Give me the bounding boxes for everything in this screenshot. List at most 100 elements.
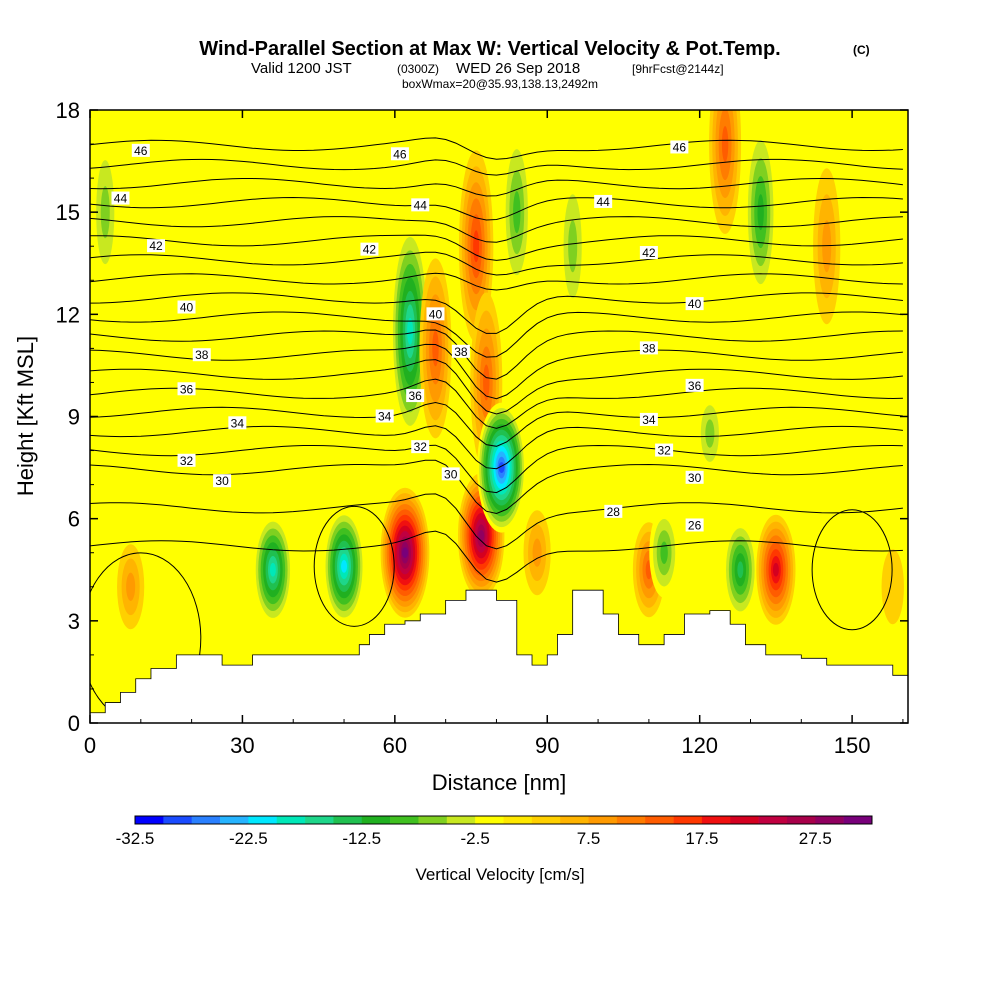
theta-label-box — [655, 443, 674, 457]
velocity-contour-fill — [407, 317, 414, 345]
x-tick-label: 90 — [535, 733, 559, 758]
theta-label: 32 — [411, 440, 430, 454]
theta-label-box — [177, 453, 196, 467]
theta-label-text: 30 — [215, 474, 229, 488]
theta-contour-closed — [313, 505, 395, 627]
theta-label-text: 34 — [642, 413, 656, 427]
y-tick-label: 6 — [68, 507, 80, 532]
theta-label-box — [639, 341, 658, 355]
y-tick-label: 0 — [68, 711, 80, 736]
colorbar-swatch — [191, 816, 221, 824]
velocity-cell — [559, 168, 587, 325]
theta-label: 42 — [360, 242, 379, 257]
x-tick-label: 150 — [834, 733, 871, 758]
theta-label-box — [390, 147, 409, 161]
colorbar-swatch — [475, 816, 504, 824]
theta-label-text: 30 — [444, 467, 458, 481]
colorbar-swatch — [135, 816, 164, 824]
theta-label-box — [685, 470, 704, 484]
theta-contour — [90, 137, 903, 160]
theta-label-text: 32 — [180, 454, 194, 468]
theta-label-box — [441, 467, 460, 481]
theta-label-box — [192, 348, 211, 362]
colorbar-swatch — [333, 816, 363, 824]
colorbar-swatch — [815, 816, 844, 824]
colorbar-swatch — [645, 816, 674, 824]
theta-contour — [90, 401, 903, 447]
colorbar-swatch — [786, 816, 816, 824]
colorbar-swatch — [616, 816, 646, 824]
y-tick-label: 15 — [56, 200, 80, 225]
theta-label-text: 36 — [180, 382, 194, 396]
theta-contour — [90, 216, 903, 243]
y-axis-label: Height [Kft MSL] — [13, 336, 38, 496]
colorbar-tick-label: 27.5 — [799, 829, 832, 848]
theta-label: 34 — [375, 409, 394, 424]
theta-label-text: 38 — [642, 341, 656, 355]
copyright-mark: (C) — [853, 43, 870, 57]
velocity-contour-fill — [660, 541, 668, 564]
theta-label: 44 — [411, 198, 430, 212]
x-tick-label: 0 — [84, 733, 96, 758]
theta-label-text: 34 — [378, 410, 392, 424]
theta-contour — [90, 530, 903, 583]
theta-label-box — [685, 518, 704, 532]
plot-area: 46 46 46 44 44 44 42 42 42 40 40 40 38 38 38 36 36 36 34 34… — [90, 110, 908, 723]
velocity-contour-fill — [772, 562, 779, 577]
subtitle-valid: Valid 1200 JST — [251, 60, 352, 77]
theta-label-box — [131, 143, 150, 157]
subtitle-box-info: boxWmax=20@35.93,138.13,2492m — [402, 77, 598, 91]
colorbar-tick-label: 7.5 — [577, 829, 601, 848]
velocity-contour-fill — [568, 220, 578, 273]
velocity-contour-fill — [721, 126, 729, 163]
theta-label-text: 44 — [414, 198, 428, 212]
velocity-contour-fill — [402, 547, 409, 559]
velocity-cell — [117, 544, 145, 630]
theta-label-box — [177, 300, 196, 314]
contour-labels: 46 46 46 44 44 44 42 42 42 40 40 40 38 38 38 36 36 36 34 34… — [111, 140, 704, 532]
velocity-contour-fill — [705, 419, 715, 448]
theta-contour — [90, 493, 903, 550]
theta-label-text: 26 — [688, 518, 702, 532]
theta-label-box — [375, 409, 394, 423]
colorbar-label: Vertical Velocity [cm/s] — [415, 865, 584, 884]
y-tick-label: 9 — [68, 405, 80, 430]
colorbar-swatch — [588, 816, 618, 824]
colorbar-swatch — [305, 816, 334, 824]
theta-label-text: 34 — [231, 416, 245, 430]
y-tick-label: 12 — [56, 302, 80, 327]
theta-label-text: 46 — [393, 147, 407, 161]
theta-label: 44 — [111, 191, 130, 206]
x-tick-label: 120 — [681, 733, 718, 758]
colorbar-swatch — [446, 816, 476, 824]
colorbar-swatch — [248, 816, 278, 824]
velocity-contour-fill — [432, 330, 439, 367]
theta-contour — [90, 196, 903, 221]
theta-label: 36 — [406, 389, 425, 403]
theta-label-text: 46 — [134, 144, 148, 158]
colorbar-swatch — [843, 816, 873, 824]
theta-label-box — [685, 297, 704, 311]
theta-contour — [90, 329, 903, 380]
colorbar-swatch — [758, 816, 788, 824]
theta-contour — [90, 378, 903, 429]
theta-label-text: 36 — [408, 389, 422, 403]
y-tick-label: 18 — [56, 98, 80, 123]
velocity-cell — [380, 487, 430, 618]
velocity-cell — [649, 507, 679, 598]
theta-label-box — [426, 307, 445, 321]
theta-label: 40 — [426, 307, 445, 321]
colorbar-tick-label: -12.5 — [342, 829, 381, 848]
velocity-cell — [253, 514, 293, 625]
theta-label-text: 38 — [454, 345, 468, 359]
theta-label: 46 — [670, 140, 689, 154]
terrain — [90, 589, 908, 723]
theta-contour — [90, 311, 903, 358]
colorbar-swatch — [276, 816, 306, 824]
theta-label-text: 44 — [596, 195, 610, 209]
theta-label-text: 42 — [363, 243, 377, 257]
theta-label: 32 — [177, 453, 196, 468]
colorbar-swatch — [163, 816, 192, 824]
velocity-cell — [419, 258, 452, 439]
